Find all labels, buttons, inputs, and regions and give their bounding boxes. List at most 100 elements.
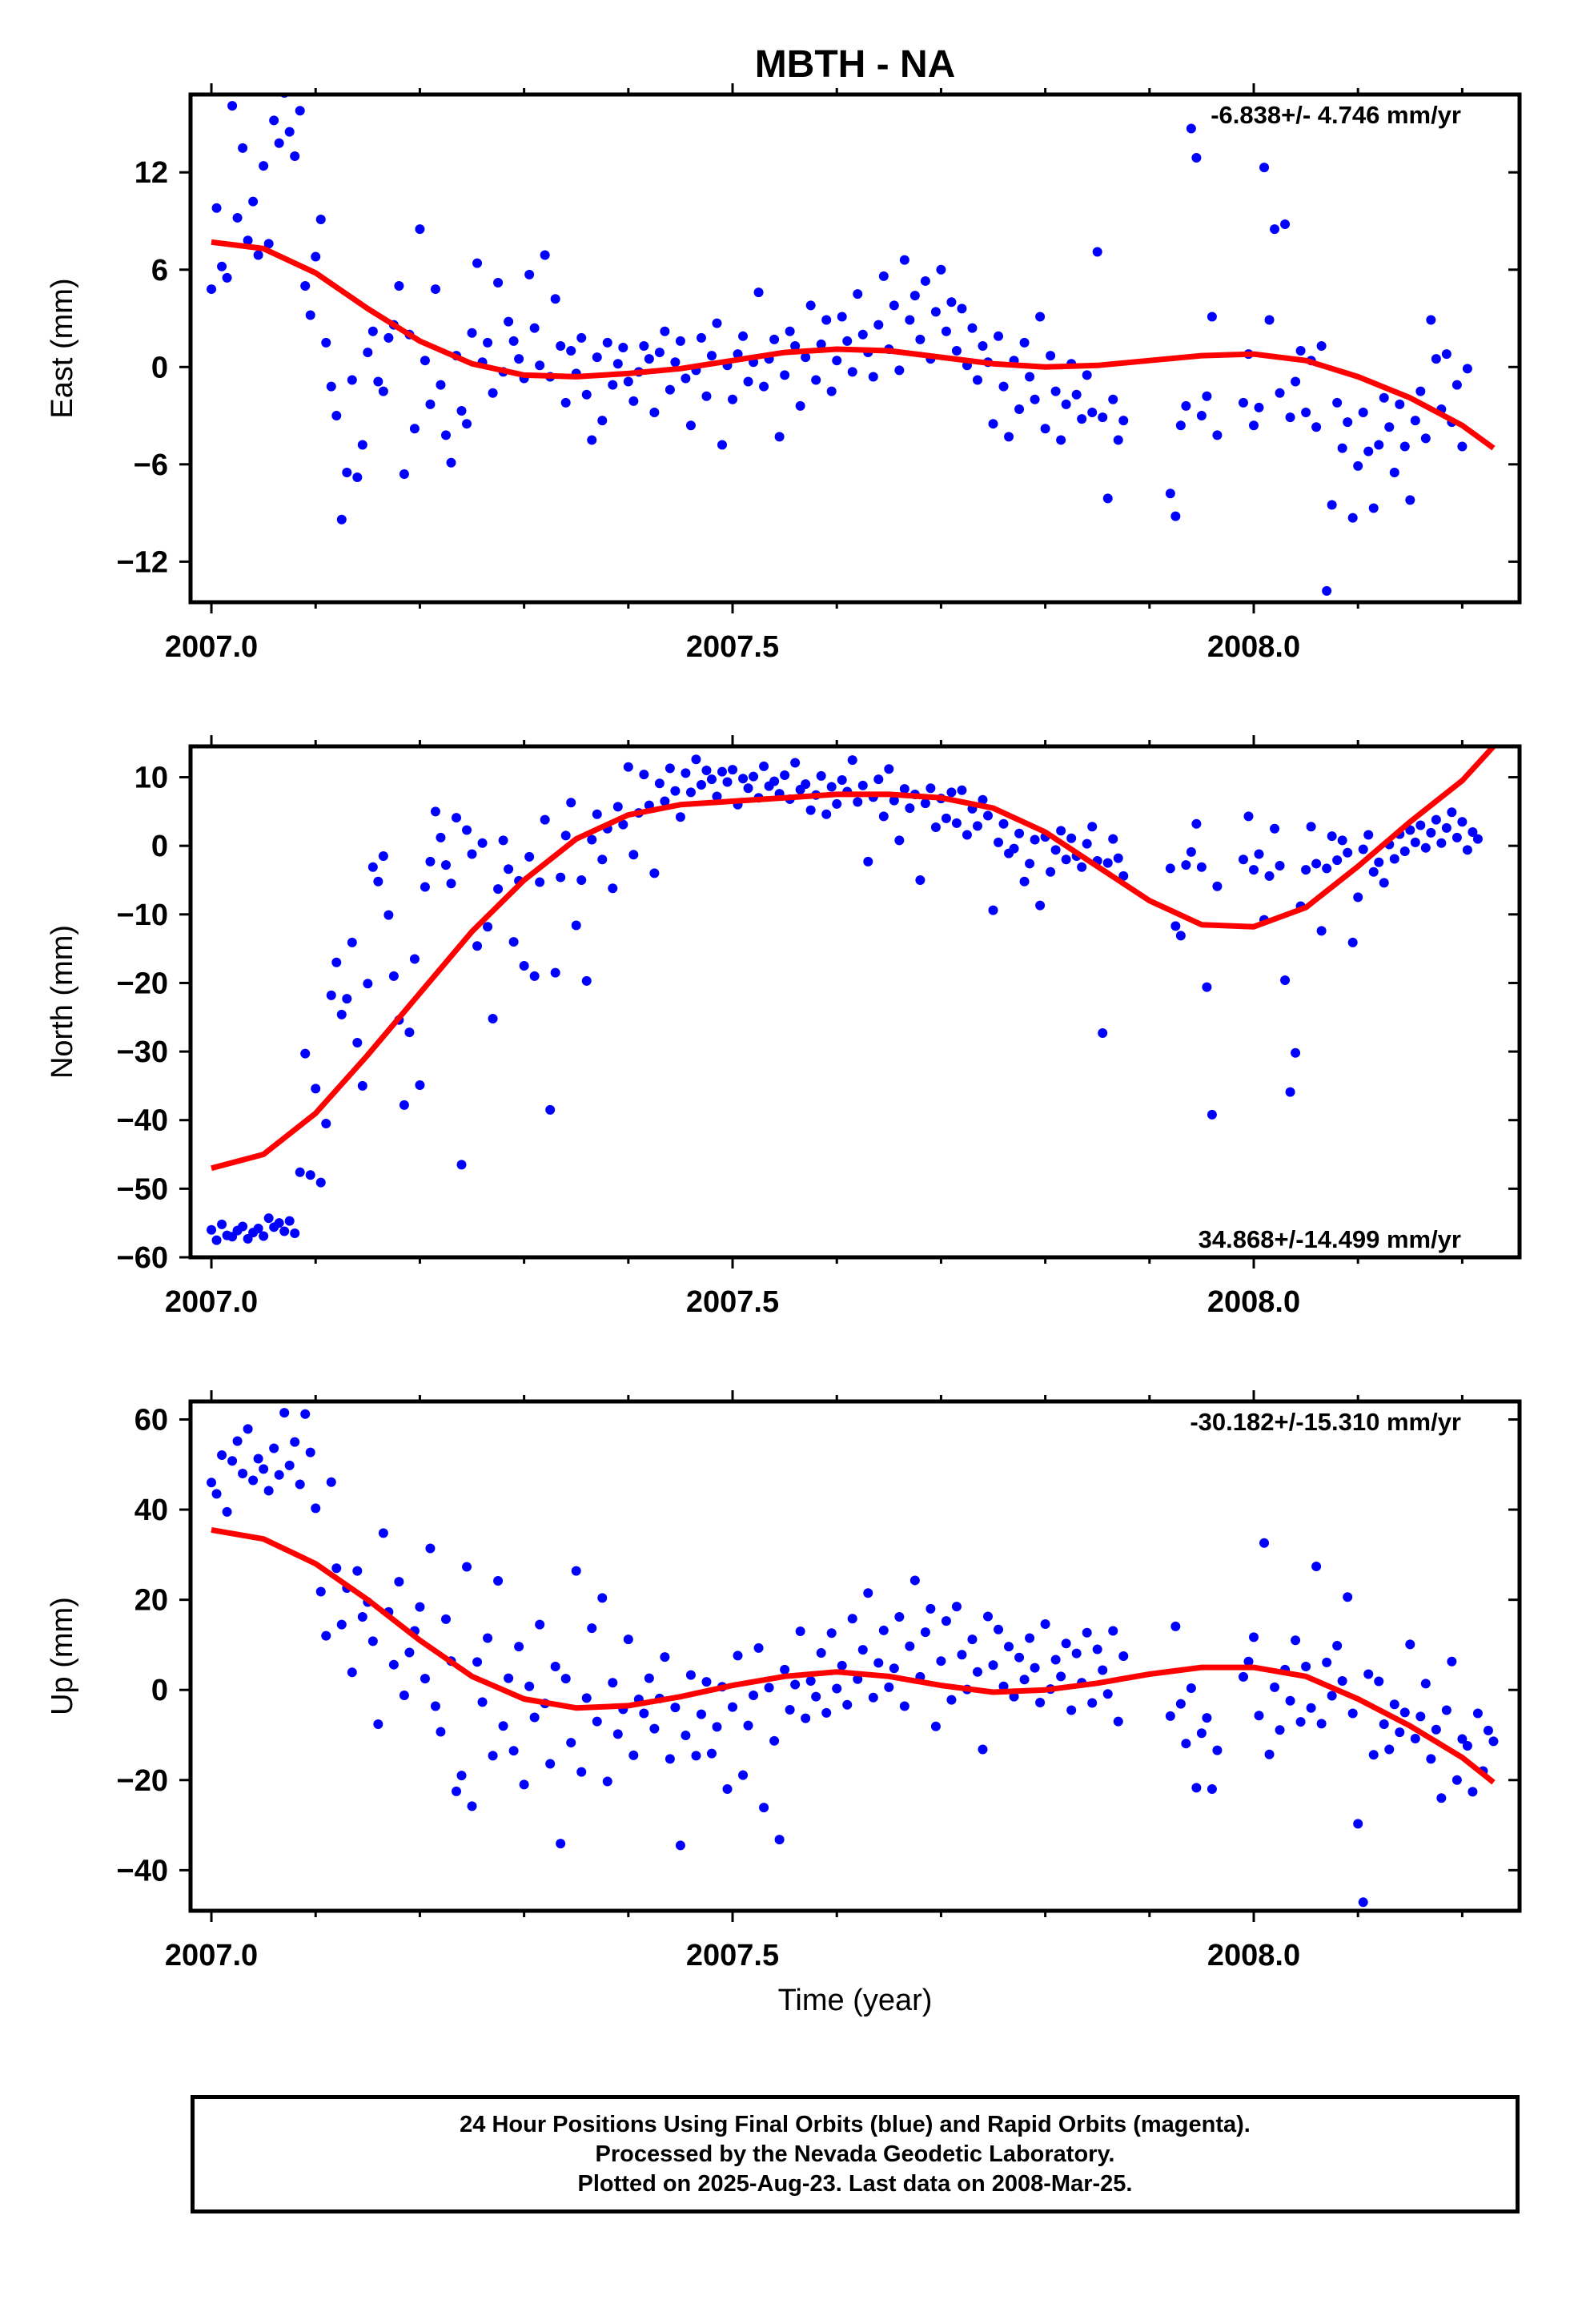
data-point <box>623 1634 633 1645</box>
data-point <box>728 394 738 404</box>
data-point <box>1343 417 1353 428</box>
data-point <box>207 1478 217 1488</box>
data-point <box>832 1683 842 1694</box>
data-point <box>1202 982 1212 992</box>
data-point <box>545 1759 556 1769</box>
x-tick-label: 2008.0 <box>1207 1285 1300 1319</box>
data-point <box>915 334 926 344</box>
data-point <box>1019 337 1030 348</box>
data-point <box>383 332 394 343</box>
data-point <box>1426 827 1436 838</box>
data-point <box>430 806 440 817</box>
data-point <box>1478 0 1488 5</box>
data-point <box>1374 857 1384 867</box>
data-point <box>550 1661 560 1671</box>
data-point <box>941 1616 951 1626</box>
y-tick-label: −30 <box>117 1035 168 1069</box>
data-point <box>639 770 649 780</box>
data-point <box>1082 838 1092 849</box>
data-point <box>842 336 853 346</box>
data-point <box>743 783 753 794</box>
data-point <box>1468 827 1478 838</box>
data-point <box>409 954 420 964</box>
data-point <box>1056 826 1066 836</box>
data-point <box>1280 975 1291 986</box>
y-tick-label: 0 <box>151 1674 168 1707</box>
data-point <box>535 1619 545 1630</box>
data-point <box>805 1675 816 1686</box>
data-point <box>1270 224 1280 235</box>
data-point <box>211 1235 222 1245</box>
data-point <box>1291 1635 1301 1646</box>
data-point <box>857 780 868 790</box>
plot-frame <box>188 92 1522 605</box>
data-point <box>665 763 675 774</box>
velocity-label: -6.838+/- 4.746 mm/yr <box>1211 101 1461 129</box>
data-point <box>685 787 696 798</box>
data-point <box>232 1436 243 1446</box>
data-point <box>1306 822 1316 832</box>
data-point <box>930 1721 941 1731</box>
data-point <box>1368 503 1379 513</box>
data-point <box>1040 1619 1050 1630</box>
data-point <box>1249 865 1259 875</box>
data-point <box>717 766 727 777</box>
data-point <box>524 269 535 279</box>
data-point <box>826 782 837 792</box>
data-point <box>1056 435 1066 445</box>
data-point <box>1468 0 1477 5</box>
data-point <box>894 835 905 846</box>
data-point <box>837 1660 847 1671</box>
data-point <box>1384 422 1395 432</box>
data-point <box>1270 1682 1280 1692</box>
x-tick-label: 2007.5 <box>686 630 779 664</box>
data-point <box>1050 845 1061 855</box>
data-point <box>1113 435 1123 445</box>
data-point <box>602 337 612 348</box>
data-point <box>1379 1719 1389 1729</box>
data-point <box>1019 876 1030 887</box>
data-point <box>587 435 597 445</box>
data-point <box>1452 832 1462 842</box>
data-point <box>373 1719 383 1729</box>
data-point <box>597 416 608 426</box>
data-point <box>1327 500 1337 510</box>
data-point <box>1399 1707 1410 1718</box>
data-point <box>857 329 868 340</box>
data-point <box>597 854 608 865</box>
x-tick-label: 2008.0 <box>1207 630 1300 664</box>
data-point <box>290 1437 300 1447</box>
data-point <box>508 1746 519 1756</box>
data-point <box>1353 892 1363 903</box>
x-tick-label: 2007.5 <box>686 1939 779 1972</box>
data-point <box>696 1709 706 1719</box>
data-point <box>284 127 295 137</box>
data-point <box>753 287 764 298</box>
data-point <box>315 1177 326 1188</box>
data-point <box>994 1624 1004 1634</box>
data-point <box>774 1835 785 1845</box>
data-point <box>946 1695 957 1705</box>
y-tick-label: −12 <box>117 545 168 579</box>
data-point <box>1196 862 1207 872</box>
data-point <box>983 810 993 821</box>
data-point <box>1368 866 1379 877</box>
data-point <box>795 400 805 411</box>
data-point <box>1175 1699 1186 1709</box>
data-point <box>1426 1754 1436 1764</box>
data-point <box>259 1464 269 1474</box>
data-point <box>587 1623 597 1634</box>
data-point <box>884 1682 894 1692</box>
data-point <box>1316 1719 1327 1729</box>
data-point <box>571 1566 581 1576</box>
data-point <box>780 1664 790 1675</box>
data-point <box>394 281 404 292</box>
data-point <box>535 877 545 887</box>
data-point <box>1212 430 1223 440</box>
data-point <box>759 761 769 771</box>
data-point <box>279 1408 290 1418</box>
data-point <box>1405 495 1415 505</box>
data-point <box>816 339 826 349</box>
x-tick-label: 2007.0 <box>165 630 258 664</box>
plot-frame <box>188 1399 1522 1913</box>
